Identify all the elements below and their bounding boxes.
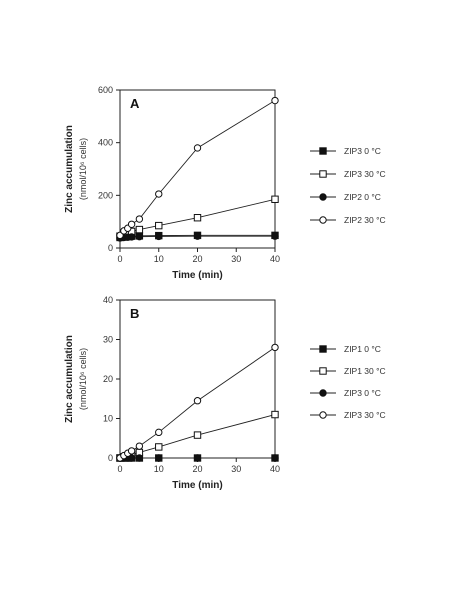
y-tick-label: 0 [108,453,113,463]
x-tick-label: 20 [192,254,202,264]
data-point [135,442,144,450]
data-point [135,215,144,223]
data-point [193,144,202,152]
data-point [193,397,202,405]
x-tick-label: 0 [117,464,122,474]
data-point [155,443,163,451]
x-tick-label: 30 [231,464,241,474]
legend-marker [319,345,327,353]
data-point [193,214,202,222]
legend-entry: ZIP3 30 °C [310,410,386,420]
x-tick-label: 10 [154,254,164,264]
legend-label: ZIP2 30 °C [344,215,386,225]
legend-marker [319,216,327,224]
data-point [127,220,136,229]
y-tick-label: 600 [98,85,113,95]
data-point [193,454,202,462]
data-point [135,232,144,241]
x-tick-label: 30 [231,254,241,264]
legend-marker [319,147,327,155]
legend-label: ZIP3 30 °C [344,169,386,179]
data-point [127,454,136,462]
legend-marker [319,367,327,375]
legend-entry: ZIP3 0 °C [310,146,381,156]
panel-b: 0 10 20 30 40 0 10 20 30 40 B Time (min) Zinc accumu… [64,295,386,491]
data-point [271,454,279,462]
series-4 [116,343,279,462]
series-3 [116,454,279,462]
legend-entry: ZIP3 0 °C [310,388,381,398]
data-point [155,454,163,462]
panel-label: B [130,306,139,321]
data-point [271,195,279,203]
y-tick-label: 400 [98,138,113,148]
data-point [127,447,136,455]
legend-label: ZIP2 0 °C [344,192,381,202]
legend-marker [319,411,327,419]
legend-label: ZIP3 30 °C [344,410,386,420]
x-axis-label: Time (min) [172,270,222,281]
panel-label: A [130,96,140,111]
data-point [193,431,202,439]
data-point [271,410,279,419]
x-axis-label: Time (min) [172,480,222,491]
legend-label: ZIP1 30 °C [344,366,386,376]
x-tick-label: 0 [117,254,122,264]
data-point [155,190,163,198]
y-tick-label: 30 [103,335,113,345]
legend-label: ZIP3 0 °C [344,388,381,398]
y-axis-unit: (nmol/10⁶ cells) [78,348,88,410]
data-point [271,96,279,105]
data-point [271,343,279,352]
x-tick-label: 40 [270,254,280,264]
y-tick-label: 40 [103,295,113,305]
legend-marker [319,389,327,397]
data-point [155,428,163,437]
legend-marker [319,170,327,178]
data-point [155,221,163,230]
y-axis-label: Zinc accumulation [64,125,75,213]
series-2 [116,410,279,462]
legend-entry: ZIP2 0 °C [310,192,381,202]
legend-label: ZIP3 0 °C [344,146,381,156]
legend-entry: ZIP3 30 °C [310,169,386,179]
legend-entry: ZIP1 0 °C [310,344,381,354]
x-tick-label: 40 [270,464,280,474]
series-4 [116,96,279,240]
legend-entry: ZIP2 30 °C [310,215,386,225]
y-axis-label: Zinc accumulation [64,335,75,423]
data-point [271,232,279,240]
data-point [155,232,163,241]
y-tick-label: 0 [108,243,113,253]
legend-label: ZIP1 0 °C [344,344,381,354]
plot-frame [119,89,276,249]
legend-entry: ZIP1 30 °C [310,366,386,376]
y-tick-label: 10 [103,414,113,424]
y-tick-label: 200 [98,190,113,200]
x-tick-label: 20 [192,464,202,474]
data-point [127,233,136,241]
y-axis-unit: (nmol/10⁶ cells) [78,138,88,200]
data-point [193,232,202,240]
x-tick-label: 10 [154,464,164,474]
series-3 [116,232,279,242]
y-tick-label: 20 [103,374,113,384]
data-point [135,225,144,234]
legend-marker [319,193,327,201]
data-point [135,454,144,462]
